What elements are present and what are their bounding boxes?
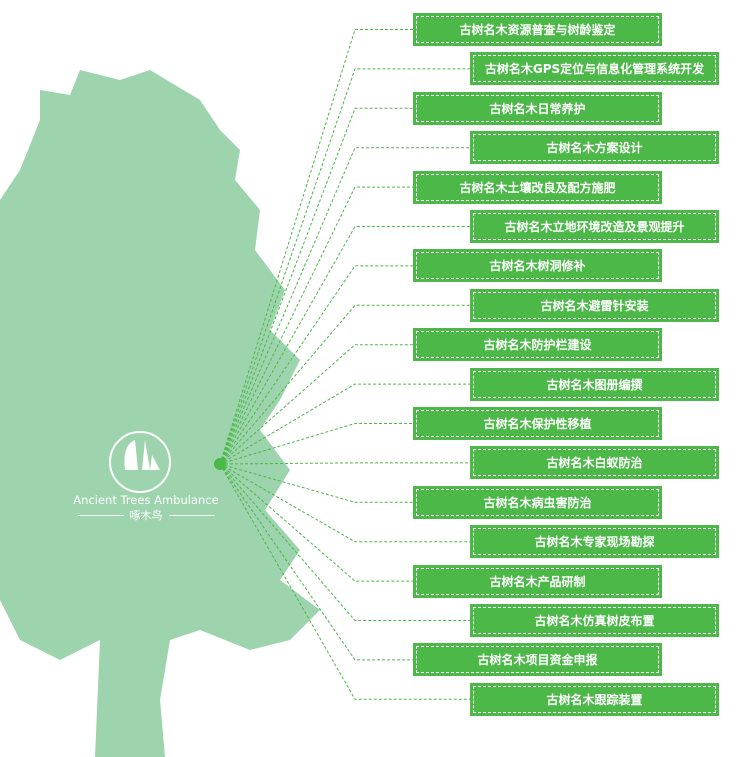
connector-line: [219, 304, 470, 465]
service-label: 古树名木方案设计: [546, 141, 643, 156]
connector-line: [219, 186, 413, 465]
service-label: 古树名木立地环境改造及景观提升: [504, 220, 685, 234]
service-item: 古树名木病虫害防治: [413, 485, 662, 519]
logo-ring: [109, 431, 171, 493]
service-label: 古树名木病虫害防治: [483, 495, 592, 510]
service-item: 古树名木GPS定位与信息化管理系统开发: [470, 52, 719, 86]
service-label: 古树名木土壤改良及配方施肥: [459, 180, 616, 195]
logo-chinese: 啄木鸟: [129, 509, 163, 522]
service-item: 古树名木保护性移植: [413, 407, 662, 440]
service-label: 古树名木图册编撰: [546, 377, 643, 392]
connector-line: [219, 463, 470, 621]
service-label: 古树名木白蚁防治: [546, 456, 643, 471]
connector-line: [219, 107, 413, 465]
service-label: 古树名木GPS定位与信息化管理系统开发: [484, 62, 705, 77]
service-item: 古树名木立地环境改造及景观提升: [470, 210, 719, 243]
service-item: 古树名木树洞修补: [413, 249, 662, 283]
service-item: 古树名木防护栏建设: [413, 328, 662, 362]
service-label: 古树名木产品研制: [489, 574, 586, 589]
connector-line: [219, 68, 470, 465]
service-item: 古树名木仿真树皮布置: [470, 604, 719, 637]
service-item: 古树名木白蚁防治: [470, 446, 719, 480]
service-item: 古树名木日常养护: [413, 91, 662, 125]
service-label: 古树名木树洞修补: [489, 259, 586, 274]
service-label: 古树名木保护性移植: [483, 417, 592, 431]
service-label: 古树名木日常养护: [489, 101, 586, 116]
service-label: 古树名木避雷针安装: [540, 298, 649, 313]
connector-line: [219, 29, 413, 465]
service-item: 古树名木跟踪装置: [470, 682, 719, 716]
connector-line: [219, 147, 470, 465]
connector-line: [219, 344, 413, 465]
connector-line: [219, 423, 413, 465]
logo: Ancient Trees Ambulance 啄木鸟: [66, 425, 226, 523]
service-label: 古树名木跟踪装置: [546, 692, 643, 707]
service-label: 古树名木防护栏建设: [483, 338, 592, 353]
service-item: 古树名木项目资金申报: [413, 643, 662, 677]
service-label: 古树名木仿真树皮布置: [534, 614, 655, 628]
connector-line: [219, 463, 470, 700]
service-item: 古树名木土壤改良及配方施肥: [413, 170, 662, 204]
connector-line: [219, 383, 470, 465]
service-item: 古树名木图册编撰: [470, 367, 719, 401]
service-label: 古树名木资源普查与树龄鉴定: [459, 23, 616, 37]
service-item: 古树名木专家现场勘探: [470, 525, 719, 559]
service-item: 古树名木产品研制: [413, 564, 662, 598]
connector-line: [219, 463, 413, 503]
connector-line: [219, 463, 470, 543]
tree-silhouette: [0, 70, 320, 757]
connector-line: [219, 226, 470, 465]
logo-english: Ancient Trees Ambulance: [73, 493, 219, 507]
connector-line: [219, 463, 413, 582]
service-item: 古树名木方案设计: [470, 131, 719, 165]
service-item: 古树名木资源普查与树龄鉴定: [413, 13, 662, 46]
connector-line: [219, 462, 470, 465]
connector-lines: [219, 29, 470, 700]
hub-dot: [214, 458, 226, 470]
connector-line: [219, 463, 413, 661]
service-label: 古树名木专家现场勘探: [534, 535, 655, 550]
woodpecker-icon: [124, 440, 160, 470]
service-label: 古树名木项目资金申报: [477, 653, 598, 668]
service-item: 古树名木避雷针安装: [470, 288, 719, 322]
